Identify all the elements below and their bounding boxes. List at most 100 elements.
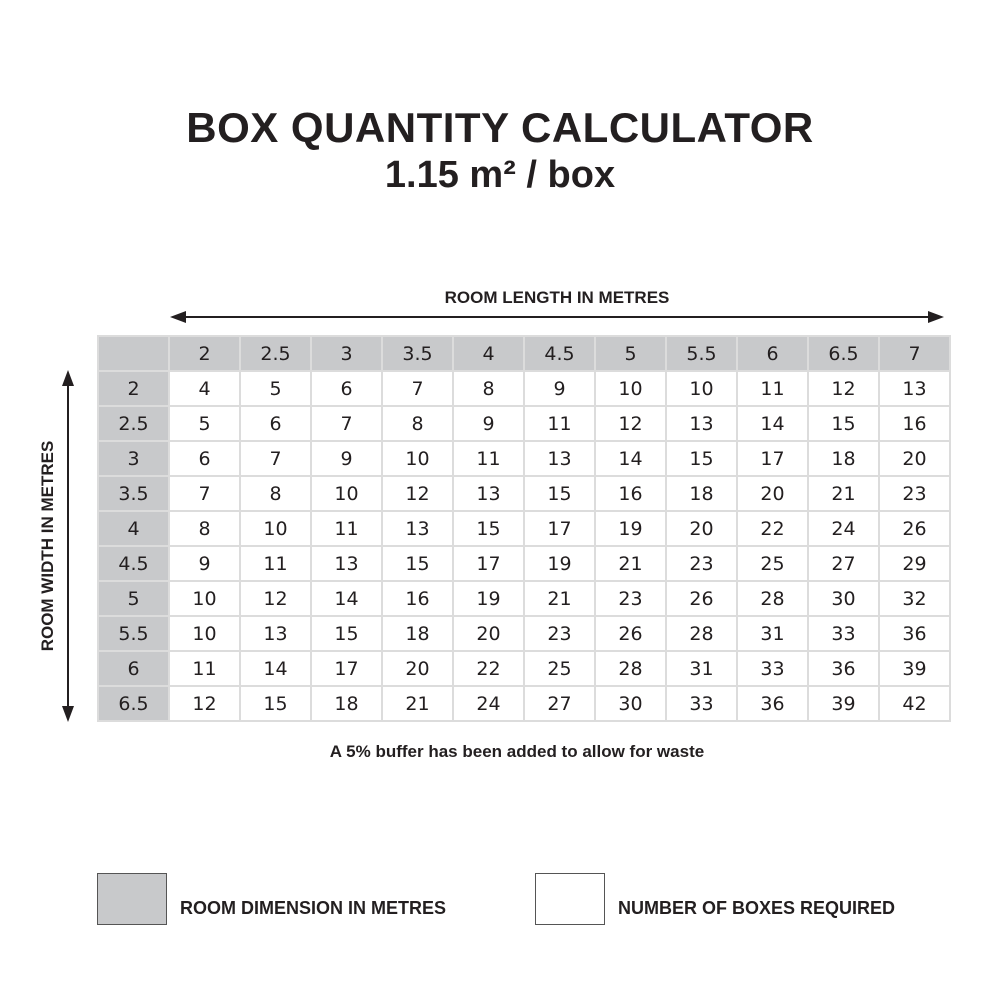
box-count-cell: 14	[736, 405, 809, 442]
box-count-cell: 28	[736, 580, 809, 617]
box-count-cell: 6	[239, 405, 312, 442]
box-count-cell: 15	[310, 615, 383, 652]
box-count-cell: 20	[452, 615, 525, 652]
box-count-cell: 13	[381, 510, 454, 547]
box-count-cell: 5	[168, 405, 241, 442]
box-count-cell: 30	[807, 580, 880, 617]
box-count-cell: 36	[878, 615, 951, 652]
box-count-cell: 11	[239, 545, 312, 582]
box-count-cell: 7	[239, 440, 312, 477]
box-count-cell: 9	[168, 545, 241, 582]
box-count-cell: 33	[665, 685, 738, 722]
box-count-cell: 24	[807, 510, 880, 547]
box-count-cell: 23	[594, 580, 667, 617]
box-count-cell: 16	[594, 475, 667, 512]
box-count-cell: 15	[452, 510, 525, 547]
legend-swatch-dimension	[97, 873, 167, 925]
box-count-cell: 13	[878, 370, 951, 407]
row-header-width: 2	[97, 370, 170, 407]
box-count-cell: 26	[878, 510, 951, 547]
box-count-cell: 6	[168, 440, 241, 477]
box-count-cell: 10	[168, 615, 241, 652]
table-row: 5.5 10 13 15 18 20 23 26 28 31 33 36	[97, 615, 951, 652]
column-header-length: 7	[878, 335, 951, 372]
box-count-cell: 22	[452, 650, 525, 687]
box-count-cell: 18	[310, 685, 383, 722]
box-count-cell: 39	[878, 650, 951, 687]
box-count-cell: 11	[523, 405, 596, 442]
box-count-cell: 19	[452, 580, 525, 617]
box-count-cell: 24	[452, 685, 525, 722]
box-count-cell: 11	[736, 370, 809, 407]
row-header-width: 6	[97, 650, 170, 687]
box-count-cell: 20	[736, 475, 809, 512]
table-row: 5 10 12 14 16 19 21 23 26 28 30 32	[97, 580, 951, 617]
table-row: 3 6 7 9 10 11 13 14 15 17 18 20	[97, 440, 951, 477]
box-count-cell: 17	[452, 545, 525, 582]
box-count-cell: 18	[807, 440, 880, 477]
box-count-cell: 10	[239, 510, 312, 547]
box-count-cell: 18	[381, 615, 454, 652]
box-count-cell: 18	[665, 475, 738, 512]
box-count-cell: 17	[310, 650, 383, 687]
box-count-cell: 14	[239, 650, 312, 687]
box-count-cell: 12	[239, 580, 312, 617]
box-count-cell: 23	[523, 615, 596, 652]
box-count-cell: 15	[807, 405, 880, 442]
box-count-cell: 31	[665, 650, 738, 687]
box-count-cell: 10	[594, 370, 667, 407]
box-count-cell: 8	[168, 510, 241, 547]
column-header-length: 2.5	[239, 335, 312, 372]
vertical-arrow	[62, 370, 74, 722]
box-count-cell: 10	[310, 475, 383, 512]
box-count-cell: 13	[452, 475, 525, 512]
box-count-cell: 28	[665, 615, 738, 652]
box-count-cell: 13	[665, 405, 738, 442]
legend-label-boxes: NUMBER OF BOXES REQUIRED	[618, 898, 896, 918]
box-count-cell: 22	[736, 510, 809, 547]
box-count-cell: 21	[381, 685, 454, 722]
table-row: 2.5 5 6 7 8 9 11 12 13 14 15 16	[97, 405, 951, 442]
legend-label-dimension: ROOM DIMENSION IN METRES	[180, 898, 447, 918]
row-header-width: 4.5	[97, 545, 170, 582]
box-count-cell: 9	[523, 370, 596, 407]
box-count-cell: 13	[523, 440, 596, 477]
header-row: 2 2.5 3 3.5 4 4.5 5 5.5 6 6.5 7	[97, 335, 951, 372]
column-header-length: 3.5	[381, 335, 454, 372]
chart-title: BOX QUANTITY CALCULATOR	[186, 104, 814, 151]
column-header-length: 6.5	[807, 335, 880, 372]
column-header-length: 2	[168, 335, 241, 372]
box-count-cell: 20	[878, 440, 951, 477]
box-count-cell: 5	[239, 370, 312, 407]
box-count-cell: 33	[736, 650, 809, 687]
box-count-cell: 13	[310, 545, 383, 582]
box-count-cell: 12	[807, 370, 880, 407]
box-count-cell: 25	[736, 545, 809, 582]
box-count-cell: 16	[878, 405, 951, 442]
box-count-cell: 7	[168, 475, 241, 512]
box-count-cell: 23	[665, 545, 738, 582]
box-count-cell: 20	[381, 650, 454, 687]
box-count-cell: 32	[878, 580, 951, 617]
box-count-cell: 9	[310, 440, 383, 477]
box-count-cell: 8	[239, 475, 312, 512]
column-header-length: 3	[310, 335, 383, 372]
box-count-cell: 12	[381, 475, 454, 512]
box-count-cell: 12	[168, 685, 241, 722]
box-count-cell: 9	[452, 405, 525, 442]
row-header-width: 5	[97, 580, 170, 617]
table-row: 2 4 5 6 7 8 9 10 10 11 12 13	[97, 370, 951, 407]
corner-cell	[97, 335, 170, 372]
horizontal-arrow	[170, 311, 944, 323]
box-count-cell: 15	[523, 475, 596, 512]
box-count-cell: 7	[310, 405, 383, 442]
box-quantity-table: 2 2.5 3 3.5 4 4.5 5 5.5 6 6.5 7 2 4 5 6 7 8 9 10 10 11 12 13 2.…	[97, 335, 951, 722]
table-row: 4.5 9 11 13 15 17 19 21 23 25 27 29	[97, 545, 951, 582]
waste-note: A 5% buffer has been added to allow for …	[329, 742, 705, 761]
column-header-length: 5	[594, 335, 667, 372]
box-count-cell: 19	[523, 545, 596, 582]
box-count-cell: 14	[594, 440, 667, 477]
box-count-cell: 27	[807, 545, 880, 582]
box-count-cell: 4	[168, 370, 241, 407]
box-count-cell: 17	[736, 440, 809, 477]
